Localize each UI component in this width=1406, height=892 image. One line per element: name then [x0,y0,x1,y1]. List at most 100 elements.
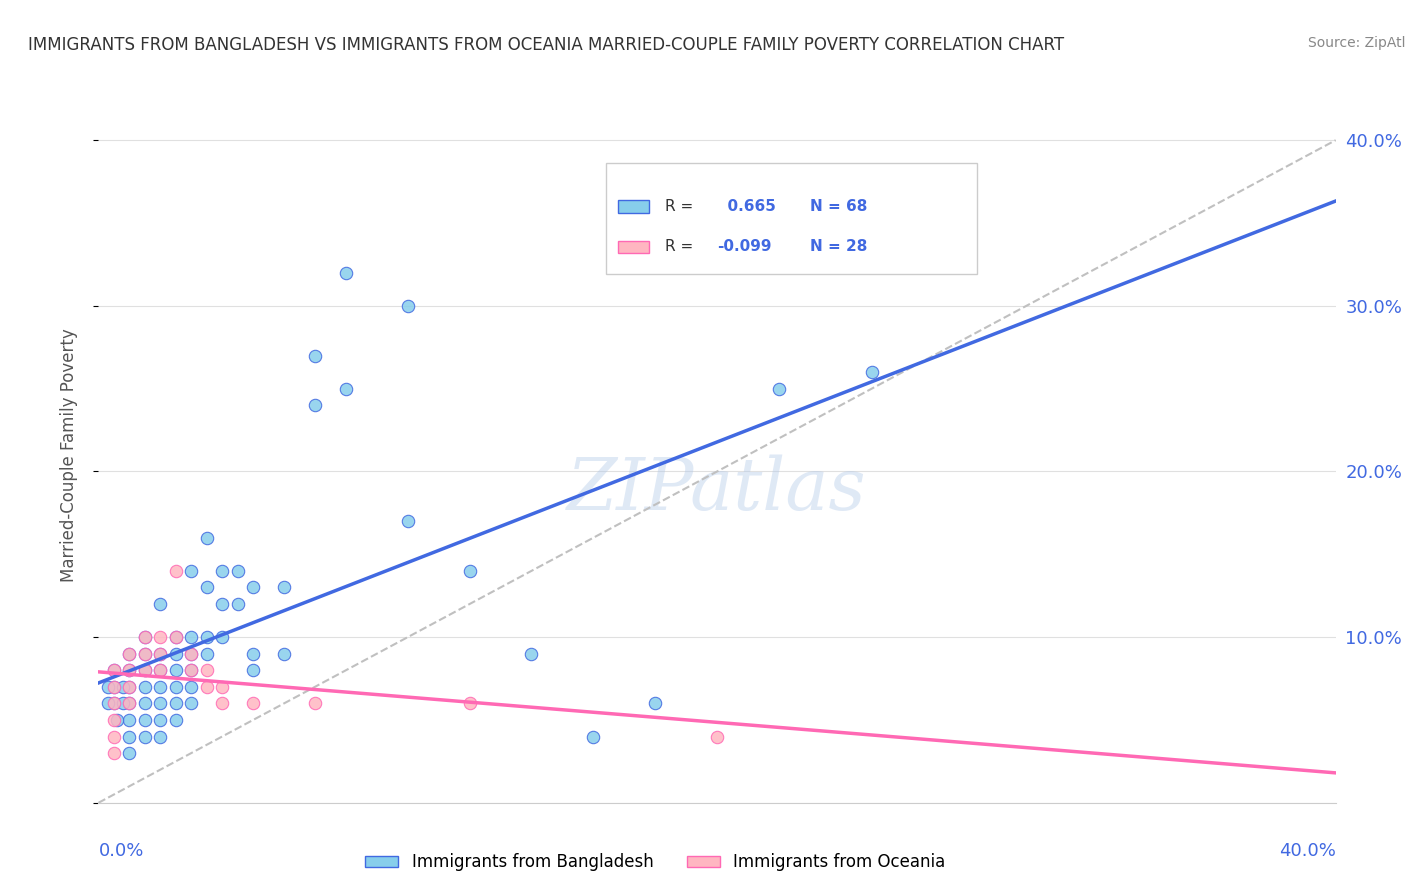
Point [180,663,202,677]
Text: N = 28: N = 28 [810,239,868,254]
Point [180,647,202,661]
Point [644,697,666,711]
FancyBboxPatch shape [619,241,650,253]
Point [112,697,135,711]
Point [273,581,295,595]
Text: 0.665: 0.665 [717,199,776,214]
Point [118,746,141,760]
Legend: Immigrants from Bangladesh, Immigrants from Oceania: Immigrants from Bangladesh, Immigrants f… [359,847,952,878]
Point [211,630,233,644]
Point [195,531,218,545]
Text: ZIPatlas: ZIPatlas [567,454,868,525]
Point [118,663,141,677]
Point [180,647,202,661]
Point [103,730,125,744]
Point [165,697,187,711]
Point [134,663,156,677]
Point [304,349,326,363]
Point [273,647,295,661]
Text: N = 68: N = 68 [810,199,868,214]
Text: -0.099: -0.099 [717,239,772,254]
Point [165,663,187,677]
Point [149,730,172,744]
Point [195,647,218,661]
Point [242,581,264,595]
Point [134,663,156,677]
Point [103,746,125,760]
Point [768,382,790,396]
Text: 0.0%: 0.0% [98,842,143,860]
Point [149,697,172,711]
Point [103,697,125,711]
Point [242,647,264,661]
Point [149,663,172,677]
Point [118,647,141,661]
Point [118,680,141,694]
Point [149,713,172,727]
Point [103,663,125,677]
Point [118,663,141,677]
Point [149,630,172,644]
Point [180,564,202,578]
Point [118,680,141,694]
Point [134,730,156,744]
Point [134,697,156,711]
Point [118,697,141,711]
FancyBboxPatch shape [606,162,977,274]
Point [165,680,187,694]
Point [165,630,187,644]
Point [97,680,120,694]
Point [149,647,172,661]
Point [195,581,218,595]
Point [211,597,233,611]
Point [134,680,156,694]
Point [195,680,218,694]
Point [149,647,172,661]
Point [335,382,357,396]
FancyBboxPatch shape [619,201,650,213]
Point [180,697,202,711]
Point [134,647,156,661]
Point [242,697,264,711]
Point [335,266,357,280]
Point [211,697,233,711]
Point [134,713,156,727]
Point [103,680,125,694]
Point [242,663,264,677]
Point [103,663,125,677]
Point [458,697,481,711]
Point [112,680,135,694]
Point [211,564,233,578]
Text: R =: R = [665,199,693,214]
Point [165,713,187,727]
Point [582,730,605,744]
Point [103,680,125,694]
Point [149,597,172,611]
Text: Source: ZipAtlas.com: Source: ZipAtlas.com [1308,36,1406,50]
Point [195,663,218,677]
Point [118,647,141,661]
Point [180,630,202,644]
Point [118,730,141,744]
Point [396,514,419,528]
Point [103,697,125,711]
Point [118,713,141,727]
Point [165,647,187,661]
Point [180,663,202,677]
Point [180,680,202,694]
Text: R =: R = [665,239,693,254]
Point [105,713,128,727]
Point [458,564,481,578]
Point [706,730,728,744]
Point [149,680,172,694]
Point [860,365,883,379]
Point [149,663,172,677]
Point [396,299,419,313]
Point [165,630,187,644]
Point [103,713,125,727]
Point [226,564,249,578]
Point [195,630,218,644]
Point [134,630,156,644]
Point [304,398,326,412]
Point [226,597,249,611]
